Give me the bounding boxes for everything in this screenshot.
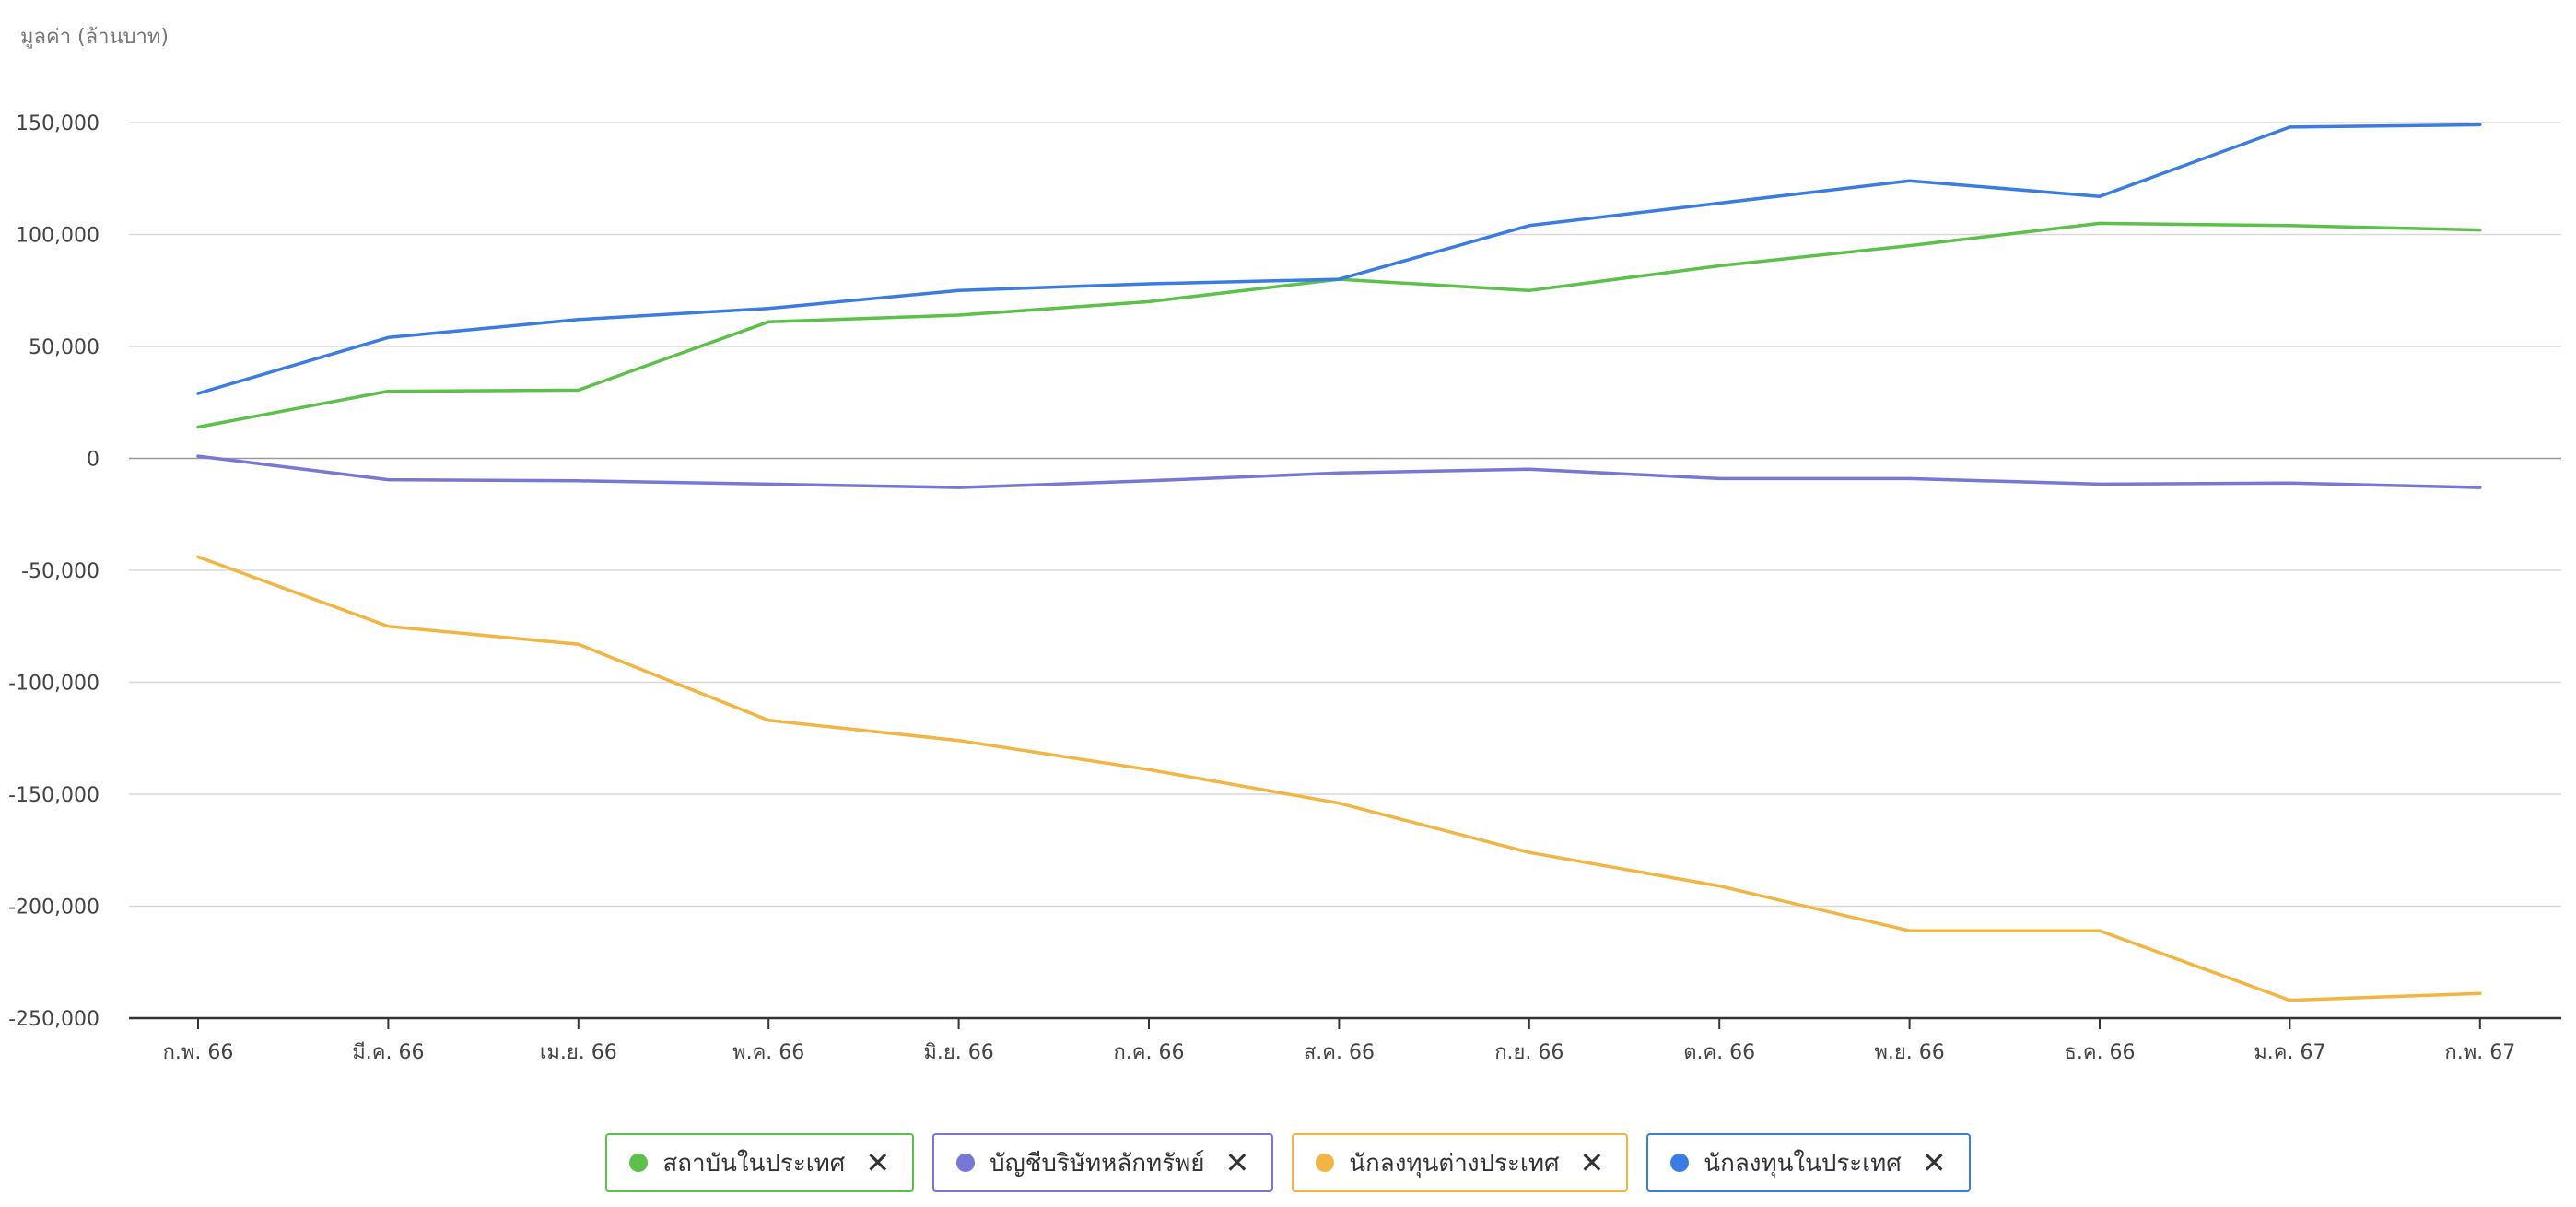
x-tick-label: มี.ค. 66: [352, 1041, 424, 1064]
close-icon[interactable]: ✕: [865, 1145, 891, 1180]
legend-dot-icon: [629, 1154, 649, 1172]
close-icon[interactable]: ✕: [1921, 1145, 1947, 1180]
close-icon[interactable]: ✕: [1224, 1145, 1250, 1180]
legend: สถาบันในประเทศ ✕ บัญชีบริษัทหลักทรัพย์ ✕ นัก…: [0, 1133, 2576, 1198]
y-tick-label: -50,000: [21, 560, 100, 583]
x-tick-label: ก.พ. 67: [2444, 1041, 2515, 1064]
legend-dot-icon: [956, 1154, 976, 1172]
legend-label: นักลงทุนต่างประเทศ: [1349, 1149, 1560, 1178]
legend-label: สถาบันในประเทศ: [662, 1149, 846, 1178]
x-tick-label: พ.ค. 66: [732, 1041, 804, 1064]
y-tick-label: -200,000: [8, 896, 100, 920]
x-tick-label: ส.ค. 66: [1304, 1041, 1375, 1064]
x-tick-label: ก.พ. 66: [163, 1041, 234, 1064]
y-tick-label: -250,000: [8, 1008, 100, 1031]
x-tick-label: ก.ค. 66: [1113, 1041, 1184, 1064]
x-tick-label: ก.ย. 66: [1494, 1041, 1563, 1064]
close-icon[interactable]: ✕: [1579, 1145, 1605, 1180]
y-axis-label: มูลค่า (ล้านบาท): [20, 26, 169, 49]
x-tick-label: เม.ย. 66: [540, 1041, 617, 1064]
series-line-2: [196, 555, 2482, 1002]
y-tick-label: 150,000: [16, 112, 100, 135]
legend-chip-1[interactable]: บัญชีบริษัทหลักทรัพย์ ✕: [932, 1133, 1274, 1192]
y-tick-label: -150,000: [8, 784, 100, 807]
y-tick-label: 100,000: [16, 225, 100, 248]
legend-label: นักลงทุนในประเทศ: [1704, 1149, 1902, 1178]
x-tick-label: ต.ค. 66: [1683, 1041, 1755, 1064]
legend-chip-3[interactable]: นักลงทุนในประเทศ ✕: [1646, 1133, 1971, 1192]
legend-dot-icon: [1670, 1154, 1690, 1172]
legend-chip-0[interactable]: สถาบันในประเทศ ✕: [605, 1133, 915, 1192]
y-tick-label: 50,000: [29, 336, 100, 359]
x-tick-label: ม.ค. 67: [2254, 1041, 2325, 1064]
legend-dot-icon: [1316, 1154, 1335, 1172]
x-tick-label: มิ.ย. 66: [923, 1041, 993, 1064]
x-tick-label: พ.ย. 66: [1874, 1041, 1944, 1064]
series-line-3: [196, 123, 2482, 395]
y-tick-label: 0: [87, 449, 100, 472]
series-line-0: [196, 221, 2482, 429]
series-line-1: [196, 454, 2482, 489]
x-tick-label: ธ.ค. 66: [2064, 1041, 2135, 1064]
legend-label: บัญชีบริษัทหลักทรัพย์: [989, 1149, 1205, 1178]
legend-chip-2[interactable]: นักลงทุนต่างประเทศ ✕: [1292, 1133, 1629, 1192]
y-tick-label: -100,000: [8, 673, 100, 696]
